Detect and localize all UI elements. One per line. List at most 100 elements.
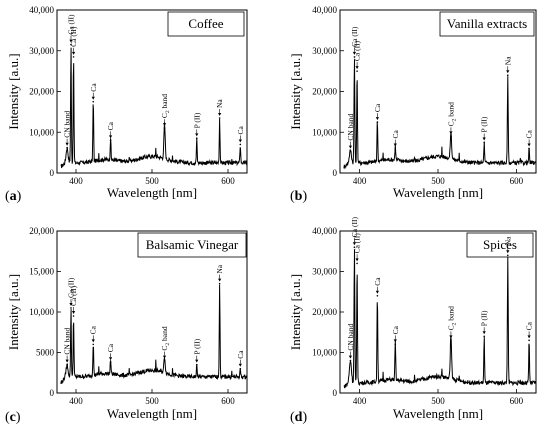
peak-label: P (II)	[192, 338, 201, 354]
peak-point	[483, 141, 485, 144]
peak-point	[72, 315, 75, 317]
peak-label: Ca	[525, 130, 534, 139]
peak-point	[353, 56, 356, 58]
peak-point	[239, 367, 242, 370]
y-tick-label: 5000	[36, 348, 55, 358]
y-tick-label: 0	[333, 388, 338, 398]
peak-point	[195, 137, 198, 140]
peak-label: Ca	[106, 121, 115, 130]
peak-point	[72, 56, 75, 58]
peak-label: P (II)	[480, 310, 489, 326]
peak-arrow	[393, 143, 397, 147]
x-tick-label: 400	[353, 396, 367, 406]
peak-label: Ca (II)	[66, 277, 75, 298]
peak-arrow	[449, 131, 453, 135]
x-axis-label: Wavelength [nm]	[393, 185, 483, 200]
y-tick-label: 20,000	[29, 226, 54, 236]
peak-point	[92, 100, 95, 103]
title-box	[167, 11, 245, 37]
peak-point	[92, 343, 95, 346]
peak-label: Na	[503, 56, 512, 65]
peak-label: Ca (II)	[353, 233, 362, 254]
spectrum-line	[60, 47, 248, 169]
peak-point	[239, 143, 242, 146]
peak-label: Ca	[525, 321, 534, 330]
peak-point	[218, 282, 221, 285]
peak-label: CN band	[63, 111, 72, 138]
peak-arrow	[195, 359, 199, 363]
peak-point	[483, 335, 485, 338]
x-tick-label: 500	[431, 176, 445, 186]
y-tick-label: 40,000	[312, 226, 337, 236]
peak-point	[450, 339, 452, 342]
y-tick-label: 30,000	[312, 46, 337, 56]
x-tick-label: 500	[145, 396, 159, 406]
peak-arrow	[527, 335, 531, 339]
peak-label: CN band	[346, 323, 355, 350]
y-axis-label: Intensity [a.u.]	[288, 53, 303, 129]
peak-arrow	[393, 339, 397, 343]
x-tick-label: 600	[510, 176, 524, 186]
peak-point	[528, 147, 530, 150]
peak-point	[109, 139, 112, 142]
panel-title: Spices	[483, 237, 517, 252]
peak-point	[66, 363, 68, 366]
peak-arrow	[218, 278, 222, 282]
y-tick-label: 20,000	[29, 87, 54, 97]
peak-label: C2 band	[160, 94, 171, 118]
peak-label: Ca (II)	[353, 40, 362, 61]
x-axis-label: Wavelength [nm]	[107, 185, 197, 200]
peak-arrow	[482, 137, 486, 141]
peak-arrow	[375, 117, 379, 121]
x-axis-label: Wavelength [nm]	[393, 406, 483, 421]
peak-label: Ca (II)	[350, 26, 359, 47]
peak-arrow	[348, 145, 353, 149]
chart-panel-b: 0 10,000 20,000 30,000 40,000 400 500 600 Wavele…	[288, 5, 537, 204]
peak-label: Na	[215, 99, 224, 108]
y-axis-label: Intensity [a.u.]	[6, 53, 21, 129]
peak-arrow	[527, 143, 531, 147]
y-tick-label: 0	[50, 388, 55, 398]
peak-point	[109, 361, 112, 364]
peak-arrow	[355, 66, 359, 70]
y-tick-label: 40,000	[312, 5, 337, 15]
peak-label: C2 band	[160, 326, 171, 350]
peak-arrow	[65, 359, 69, 363]
y-tick-label: 0	[50, 168, 55, 178]
peak-arrow	[162, 355, 167, 359]
panel-letter: (d)	[290, 410, 307, 425]
x-tick-label: 500	[145, 176, 159, 186]
panel-letter: (a)	[5, 189, 22, 204]
peak-label: P (II)	[480, 116, 489, 132]
chart-panel-c: 0 5000 10,000 15,000 20,000 400 500 600 Waveleng…	[5, 226, 248, 425]
panel-letter: (b)	[290, 189, 307, 204]
peak-arrow	[162, 123, 167, 127]
peak-arrow	[91, 339, 95, 343]
peak-label: Ca	[236, 125, 245, 134]
peak-point	[353, 246, 356, 248]
peak-label: Ca (II)	[66, 14, 75, 35]
peak-label: P (II)	[192, 112, 201, 128]
peak-arrow	[506, 250, 510, 254]
y-tick-label: 15,000	[29, 267, 54, 277]
peak-label: Ca	[373, 277, 382, 286]
x-axis-label: Wavelength [nm]	[107, 406, 197, 421]
y-tick-label: 30,000	[312, 267, 337, 277]
peak-label: Ca	[106, 343, 115, 352]
spectrum-line	[343, 59, 537, 170]
peak-arrow	[108, 357, 113, 361]
peak-label: Na	[215, 264, 224, 273]
peak-point	[349, 359, 352, 362]
peak-label: Na	[503, 236, 512, 245]
peak-arrow	[449, 335, 453, 339]
peak-label: Ca	[89, 83, 98, 92]
peak-arrow	[65, 142, 69, 146]
x-tick-label: 500	[431, 396, 445, 406]
peak-arrow	[71, 51, 76, 55]
x-tick-label: 400	[69, 396, 83, 406]
peak-point	[66, 146, 68, 149]
x-tick-label: 600	[510, 396, 524, 406]
peak-point	[376, 121, 379, 123]
panel-title: Balsamic Vinegar	[146, 237, 239, 252]
